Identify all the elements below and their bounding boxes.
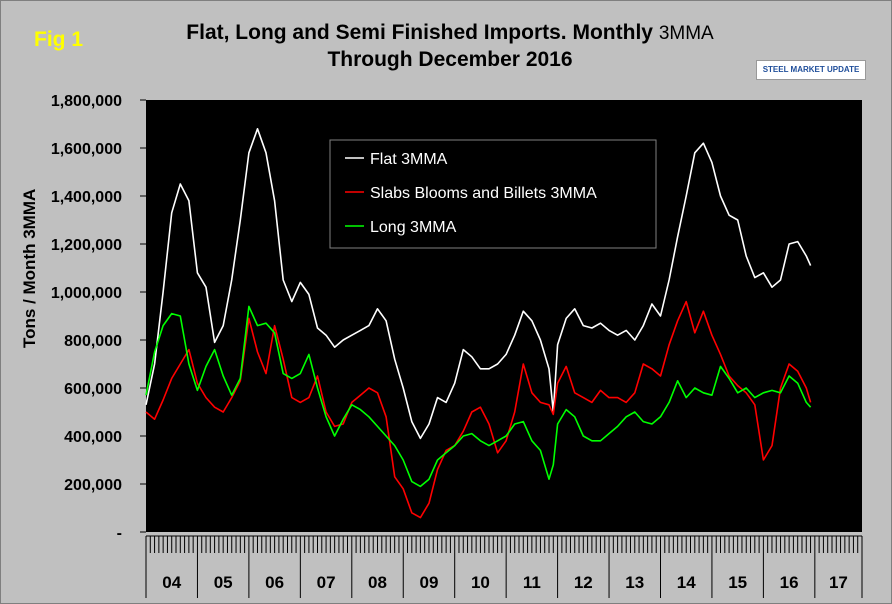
chart-title: Flat, Long and Semi Finished Imports. Mo… — [120, 20, 780, 73]
y-tick-label: 1,200,000 — [51, 237, 122, 254]
y-tick-label: 400,000 — [64, 429, 122, 446]
x-year-label: 12 — [574, 573, 593, 592]
x-year-label: 06 — [265, 573, 284, 592]
x-year-label: 16 — [780, 573, 799, 592]
y-tick-label: 200,000 — [64, 477, 122, 494]
x-year-label: 04 — [162, 573, 181, 592]
x-year-label: 15 — [728, 573, 747, 592]
y-tick-label: 1,600,000 — [51, 141, 122, 158]
figure-label: Fig 1 — [34, 28, 84, 51]
legend-entry: Flat 3MMA — [370, 151, 448, 168]
title-suffix: 3MMA — [658, 23, 714, 44]
chart-subtitle: Through December 2016 — [327, 48, 573, 71]
x-year-label: 13 — [625, 573, 644, 592]
x-year-label: 07 — [317, 573, 336, 592]
y-tick-label: 1,400,000 — [51, 189, 122, 206]
x-year-label: 05 — [214, 573, 233, 592]
series-lines — [145, 128, 812, 519]
long-3mma-line — [145, 305, 812, 488]
legend-entry: Long 3MMA — [370, 219, 457, 236]
x-year-label: 10 — [471, 573, 490, 592]
x-year-label: 14 — [677, 573, 696, 592]
x-year-label: 17 — [829, 573, 848, 592]
legend: Flat 3MMA Slabs Blooms and Billets 3MMA Lo… — [329, 139, 657, 249]
y-tick-label: 800,000 — [64, 333, 122, 350]
x-year-label: 11 — [523, 573, 541, 592]
flat-3mma-line — [145, 128, 812, 440]
x-axis: 04 05 06 07 08 09 10 11 12 13 14 15 16 17 — [145, 535, 863, 598]
y-tick-label: - — [117, 525, 122, 542]
x-year-label: 09 — [420, 573, 439, 592]
legend-box — [329, 139, 657, 249]
title-main: Flat, Long and Semi Finished Imports. Mo… — [186, 21, 653, 44]
y-tick-label: 600,000 — [64, 381, 122, 398]
y-tick-label: 1,800,000 — [51, 93, 122, 110]
steel-market-update-logo: STEEL MARKET UPDATE — [756, 60, 866, 80]
y-tick-label: 1,000,000 — [51, 285, 122, 302]
y-axis: - 200,000 400,000 600,000 800,000 1,000,000 1,… — [51, 93, 146, 542]
legend-entry: Slabs Blooms and Billets 3MMA — [370, 185, 597, 202]
x-year-label: 08 — [368, 573, 387, 592]
slabs-blooms-and-billets-3mma-line — [145, 300, 812, 519]
